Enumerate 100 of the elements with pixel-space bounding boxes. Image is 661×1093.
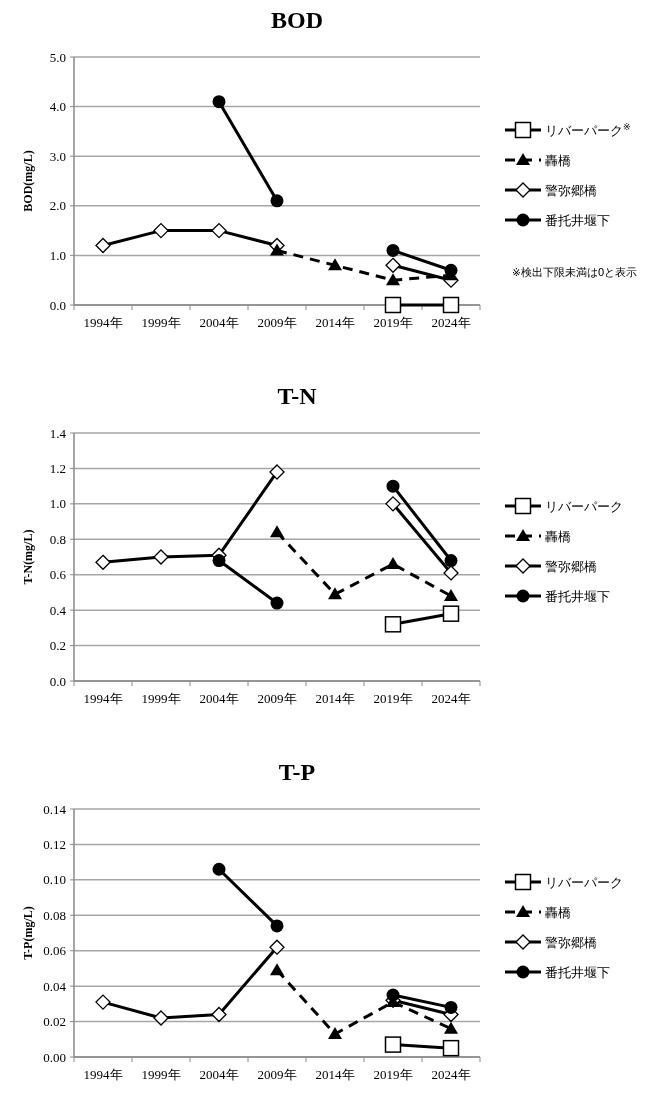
legend-label: 警弥郷橋 [545, 934, 597, 950]
point [270, 596, 284, 610]
x-tick-label: 1994年 [83, 1067, 123, 1082]
point [386, 243, 400, 257]
x-tick-label: 2024年 [431, 1067, 471, 1082]
x-tick-label: 2004年 [199, 1067, 239, 1082]
x-tick-label: 2014年 [315, 691, 355, 706]
point [211, 1006, 227, 1023]
point [442, 605, 460, 622]
y-tick-label: 0.0 [49, 297, 66, 313]
point [328, 587, 342, 600]
y-tick-label: 5.0 [49, 49, 66, 65]
chart-title: BOD [270, 7, 324, 33]
point [385, 257, 401, 273]
x-tick-label: 2009年 [257, 1067, 297, 1082]
point [269, 464, 285, 480]
point [270, 525, 284, 538]
y-axis-title: T-P(mg/L) [21, 906, 35, 960]
point [212, 862, 226, 876]
y-tick-label: 3.0 [49, 148, 66, 164]
x-tick-label: 2019年 [373, 691, 413, 706]
point [384, 1036, 402, 1053]
legend-label: 番托井堰下 [545, 964, 610, 980]
legend-label: 轟橋 [545, 152, 571, 168]
x-tick-label: 2019年 [373, 315, 413, 330]
point [270, 963, 284, 976]
x-tick-label: 2009年 [257, 315, 297, 330]
point [153, 549, 169, 565]
y-tick-label: 1.0 [49, 247, 66, 263]
legend-label: 警弥郷橋 [545, 182, 597, 198]
x-tick-label: 2004年 [199, 691, 239, 706]
point [384, 296, 402, 314]
y-tick-label: 0.02 [43, 1014, 66, 1030]
legend-label: 警弥郷橋 [545, 558, 597, 574]
point [270, 919, 284, 933]
text: ※検出下限未満は0と表示 [512, 266, 638, 278]
point [270, 243, 284, 256]
y-tick-label: 0.8 [49, 531, 66, 547]
x-tick-label: 1994年 [83, 691, 123, 706]
point [444, 588, 458, 601]
point [269, 939, 285, 955]
x-tick-label: 1999年 [141, 691, 181, 706]
point [328, 1026, 342, 1039]
y-tick-label: 1.2 [49, 460, 66, 476]
y-tick-label: 4.0 [49, 99, 66, 115]
x-tick-label: 2009年 [257, 691, 297, 706]
point [384, 616, 402, 633]
point [442, 296, 460, 314]
x-tick-label: 2014年 [315, 1067, 355, 1082]
legend-label: リバーパーク [545, 874, 623, 890]
x-tick-label: 1994年 [83, 315, 123, 330]
y-tick-label: 0.12 [43, 836, 66, 852]
x-tick-label: 2024年 [431, 691, 471, 706]
y-axis-title: T-N(mg/L) [21, 529, 35, 585]
point [211, 222, 227, 239]
y-tick-label: 0.00 [43, 1049, 66, 1065]
x-tick-label: 1999年 [141, 1067, 181, 1082]
y-tick-label: 0.2 [49, 638, 66, 654]
point [385, 496, 401, 512]
point [95, 994, 111, 1010]
legend-label: リバーパーク$^{※}$ [545, 121, 631, 138]
x-tick-label: 2024年 [431, 315, 471, 330]
x-tick-label: 1999年 [141, 315, 181, 330]
legend-label: 轟橋 [545, 904, 571, 920]
y-tick-label: 0.10 [43, 872, 66, 888]
point [95, 237, 111, 254]
y-tick-label: 0.04 [43, 978, 67, 994]
point [386, 557, 400, 570]
point [212, 95, 226, 109]
point [444, 554, 458, 568]
x-tick-label: 2004年 [199, 315, 239, 330]
legend-label: 番托井堰下 [545, 588, 610, 604]
y-tick-label: 0.08 [43, 907, 66, 923]
point [328, 258, 342, 271]
point [386, 479, 400, 493]
y-tick-label: 0.06 [43, 943, 67, 959]
x-tick-label: 2019年 [373, 1067, 413, 1082]
y-tick-label: 2.0 [49, 198, 66, 214]
point [95, 554, 111, 570]
y-tick-label: 1.4 [49, 425, 67, 441]
point [270, 194, 284, 208]
chart-title: T-P [278, 759, 316, 785]
y-tick-label: 0.0 [49, 673, 66, 689]
point [444, 1000, 458, 1014]
y-tick-label: 0.14 [43, 801, 67, 817]
y-tick-label: 0.6 [49, 567, 67, 583]
legend-label: 轟橋 [545, 528, 571, 544]
y-axis-title: BOD(mg/L) [21, 150, 35, 212]
legend-label: 番托井堰下 [545, 212, 610, 228]
point [153, 222, 169, 239]
x-tick-label: 2014年 [315, 315, 355, 330]
point [153, 1010, 169, 1026]
point [442, 1039, 460, 1057]
legend-label: リバーパーク [545, 498, 623, 514]
y-tick-label: 0.4 [49, 602, 67, 618]
point [212, 554, 226, 568]
point [386, 273, 400, 286]
chart-title: T-N [277, 383, 318, 409]
y-tick-label: 1.0 [49, 496, 66, 512]
point [444, 1021, 458, 1034]
